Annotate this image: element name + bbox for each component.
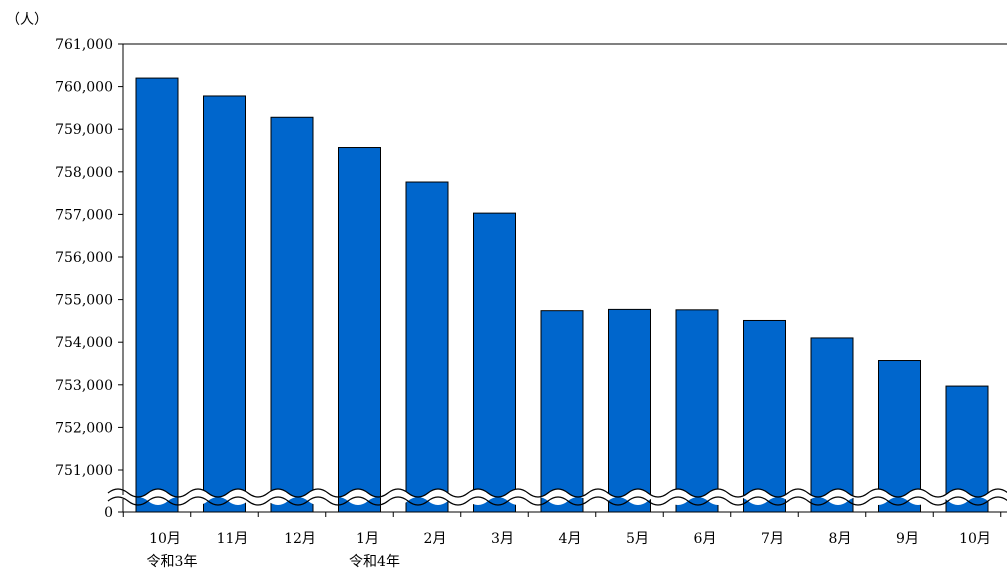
x-tick-label: 9月: [896, 531, 919, 547]
y-tick-label: 761,000: [55, 37, 113, 53]
y-tick-label: 755,000: [55, 293, 113, 309]
bar: [338, 147, 381, 513]
y-tick-label: 758,000: [55, 165, 113, 181]
x-tick-label: 1月: [356, 531, 379, 547]
x-tick-label: 10月: [959, 531, 991, 547]
bar: [203, 95, 246, 513]
x-tick-label: 8月: [829, 531, 852, 547]
bar: [540, 310, 584, 513]
y-tick-label: 754,000: [55, 335, 113, 351]
x-tick-label: 12月: [284, 531, 316, 547]
y-axis-unit-label: （人）: [6, 12, 48, 28]
y-tick-label: 757,000: [55, 207, 113, 223]
bar: [810, 337, 854, 513]
y-tick-label: 756,000: [55, 250, 113, 266]
bar: [608, 308, 651, 513]
x-tick-label: 5月: [626, 531, 649, 547]
axis-break-upper-line: [107, 488, 1007, 498]
x-tick-label: 6月: [694, 531, 717, 547]
bar: [473, 212, 516, 513]
bar: [135, 77, 179, 513]
x-tick-label: 3月: [491, 531, 514, 547]
x-tick-label: 10月: [149, 531, 181, 547]
y-tick-label: 753,000: [55, 378, 113, 394]
x-tick-label: 7月: [761, 531, 784, 547]
x-tick-label: 4月: [559, 531, 582, 547]
y-tick-label: 759,000: [55, 122, 113, 138]
year-labels: 令和3年 令和4年: [147, 554, 400, 570]
plot-frame: [122, 43, 1007, 517]
y-tick-label: 760,000: [55, 80, 113, 96]
y-tick-labels: 761,000 760,000 759,000 758,000 757,000 756,0…: [55, 37, 123, 521]
bar: [743, 319, 786, 513]
bar: [270, 116, 314, 513]
bar: [675, 309, 719, 513]
x-tick-label: 2月: [424, 531, 447, 547]
y-tick-label: 0: [104, 505, 113, 521]
axis-break-lower-line: [107, 496, 1007, 506]
y-tick-label: 752,000: [55, 420, 113, 436]
bar: [878, 360, 921, 513]
x-tick-label: 11月: [217, 531, 249, 547]
year-label: 令和3年: [147, 554, 198, 570]
bar: [945, 385, 989, 513]
year-label: 令和4年: [349, 554, 400, 570]
x-tick-labels: 10月 11月 12月 1月 2月 3月 4月 5月 6月 7月 8月 9月 10月: [149, 531, 991, 547]
bars: [135, 77, 989, 513]
axis-break: [107, 488, 1007, 506]
y-tick-label: 751,000: [55, 463, 113, 479]
bar: [405, 181, 449, 513]
